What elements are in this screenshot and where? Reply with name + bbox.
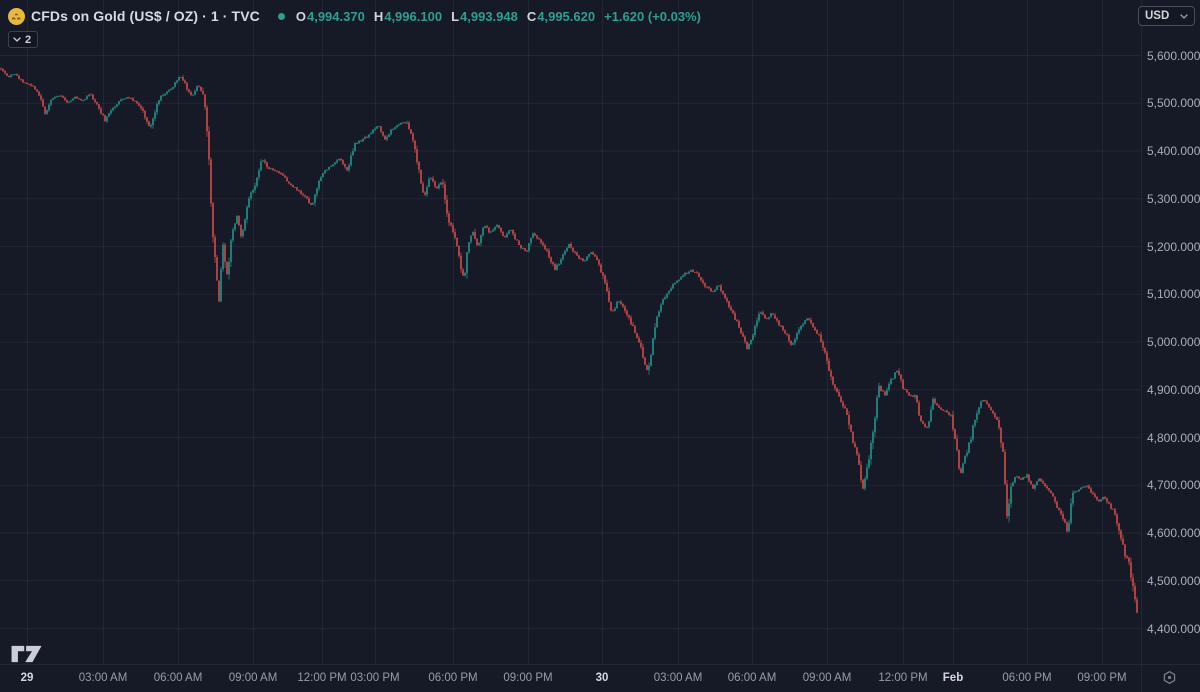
time-axis-label: 12:00 PM <box>297 672 347 684</box>
settings-gear-icon[interactable] <box>1160 668 1178 686</box>
symbol-title[interactable]: CFDs on Gold (US$ / OZ) · 1 · TVC <box>31 8 260 24</box>
time-axis-label: Feb <box>942 672 964 684</box>
price-axis-label: 4,600.000 <box>1147 526 1200 540</box>
price-axis-label: 4,900.000 <box>1147 382 1200 397</box>
currency-selector-button[interactable]: USD <box>1138 6 1195 26</box>
price-axis-label: 4,700.000 <box>1147 478 1200 493</box>
time-axis-label: 06:00 AM <box>727 672 777 684</box>
chart-canvas[interactable] <box>0 0 1141 664</box>
gold-symbol-icon <box>8 7 25 25</box>
high-value: 4,996.100 <box>384 8 443 24</box>
price-axis-label: 5,200.000 <box>1147 239 1200 254</box>
time-axis-label: 09:00 AM <box>802 672 852 684</box>
tradingview-logo[interactable] <box>10 644 44 664</box>
price-axis[interactable]: 5,600.000 5,500.000 5,400.000 5,300.000 5,20… <box>1142 0 1200 664</box>
time-axis-label: 06:00 PM <box>428 672 478 684</box>
price-axis-label: 4,500.000 <box>1147 573 1200 588</box>
time-axis-label: 09:00 PM <box>1077 672 1127 684</box>
high-label: H <box>373 8 384 24</box>
currency-label: USD <box>1145 10 1170 22</box>
legend-collapse-button[interactable]: 2 <box>8 31 39 48</box>
time-axis-label: 30 <box>595 672 609 684</box>
close-value: 4,995.620 <box>537 8 596 24</box>
time-axis-separator <box>0 664 1200 665</box>
chevron-down-icon <box>1180 13 1188 19</box>
change-value: +1.620 (+0.03%) <box>604 8 701 24</box>
low-label: L <box>451 8 460 24</box>
time-axis-label: 06:00 PM <box>1002 672 1052 684</box>
price-axis-label: 5,400.000 <box>1147 144 1200 158</box>
time-axis-label: 03:00 PM <box>350 672 400 684</box>
ohlc-values: O 4,994.370 H 4,996.100 L 4,993.948 C 4,995.… <box>296 9 701 24</box>
price-axis-label: 4,400.000 <box>1147 621 1200 636</box>
price-axis-label: 5,300.000 <box>1147 191 1200 206</box>
time-axis-label: 12:00 PM <box>878 672 928 684</box>
price-axis-label: 5,100.000 <box>1147 287 1200 302</box>
low-value: 4,993.948 <box>460 8 518 24</box>
price-axis-label: 4,800.000 <box>1147 430 1200 445</box>
close-label: C <box>526 8 537 24</box>
chevron-down-icon <box>13 37 21 42</box>
time-axis-label: 09:00 AM <box>228 672 278 684</box>
time-axis[interactable]: 29 03:00 AM 06:00 AM 09:00 AM 12:00 PM 03:00 … <box>0 665 1141 692</box>
price-axis-label: 5,000.000 <box>1147 335 1200 349</box>
price-axis-label: 5,600.000 <box>1147 48 1200 63</box>
time-axis-label: 06:00 AM <box>153 672 203 684</box>
market-status-dot[interactable] <box>277 12 285 20</box>
open-label: O <box>295 8 306 24</box>
legend: CFDs on Gold (US$ / OZ) · 1 · TVC O 4,994… <box>8 6 701 48</box>
collapse-count: 2 <box>25 33 32 46</box>
open-value: 4,994.370 <box>306 8 365 24</box>
price-axis-separator <box>1141 0 1142 692</box>
time-axis-label: 03:00 AM <box>653 672 703 684</box>
time-axis-label: 03:00 AM <box>78 672 128 684</box>
time-axis-label: 09:00 PM <box>503 672 553 684</box>
time-axis-label: 29 <box>20 672 34 684</box>
price-axis-label: 5,500.000 <box>1147 96 1200 111</box>
